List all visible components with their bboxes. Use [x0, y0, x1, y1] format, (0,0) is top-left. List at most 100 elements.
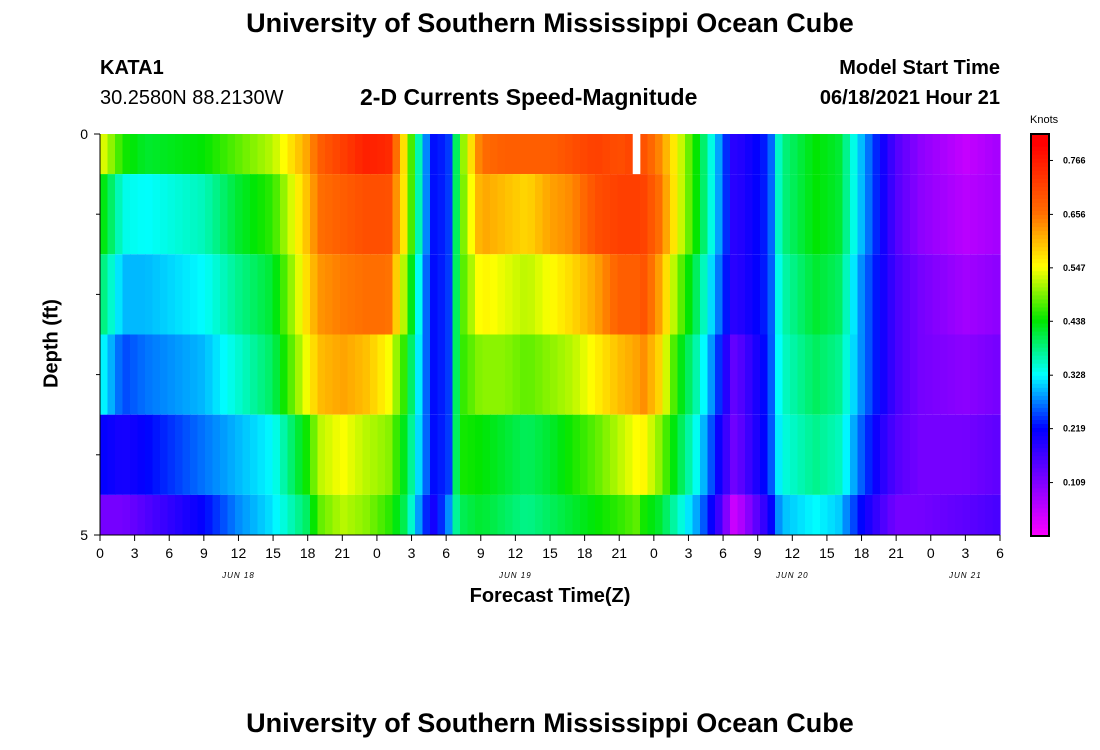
heatmap-cell	[377, 134, 386, 175]
heatmap-cell	[677, 494, 686, 535]
heatmap-cell	[902, 174, 911, 255]
x-axis-label: Forecast Time(Z)	[469, 585, 631, 607]
heatmap-cell	[437, 134, 446, 175]
heatmap-cell	[430, 494, 439, 535]
heatmap-cell	[250, 414, 259, 495]
heatmap-cell	[115, 334, 124, 415]
heatmap-cell	[542, 414, 551, 495]
colorbar-swatch	[1031, 286, 1049, 292]
heatmap-cell	[385, 134, 394, 175]
heatmap-cell	[850, 494, 859, 535]
heatmap-cell	[137, 494, 146, 535]
heatmap-cell	[265, 414, 274, 495]
heatmap-cell	[992, 174, 1001, 255]
heatmap-cell	[947, 134, 956, 175]
heatmap-cell	[152, 174, 161, 255]
missing-data-cell	[632, 134, 641, 175]
heatmap-cell	[152, 414, 161, 495]
heatmap-cell	[257, 134, 266, 175]
heatmap-cell	[985, 334, 994, 415]
heatmap-cell	[925, 174, 934, 255]
heatmap-cell	[452, 254, 461, 335]
x-tick-label: 18	[854, 545, 870, 561]
x-tick-label: 0	[927, 545, 935, 561]
heatmap-cell	[280, 174, 289, 255]
heatmap-cell	[460, 254, 469, 335]
colorbar-swatch	[1031, 218, 1049, 224]
heatmap-cell	[542, 174, 551, 255]
heatmap-cell	[977, 334, 986, 415]
colorbar-swatch	[1031, 254, 1049, 260]
heatmap-cell	[857, 174, 866, 255]
heatmap-cell	[152, 334, 161, 415]
heatmap-cell	[782, 254, 791, 335]
heatmap-cell	[685, 334, 694, 415]
colorbar-swatch	[1031, 166, 1049, 171]
heatmap-cell	[790, 134, 799, 175]
heatmap-cell	[745, 414, 754, 495]
heatmap-cell	[715, 494, 724, 535]
heatmap-cell	[407, 134, 416, 175]
heatmap-cell	[325, 174, 334, 255]
heatmap-cell	[407, 414, 416, 495]
heatmap-cell	[730, 494, 739, 535]
heatmap-cell	[340, 494, 349, 535]
heatmap-cell	[895, 174, 904, 255]
heatmap-cell	[842, 134, 851, 175]
heatmap-cell	[205, 174, 214, 255]
colorbar-frame	[1030, 133, 1050, 537]
heatmap-cell	[760, 254, 769, 335]
heatmap-cell	[557, 494, 566, 535]
heatmap-cell	[587, 494, 596, 535]
heatmap-cell	[670, 494, 679, 535]
heatmap-cell	[925, 334, 934, 415]
heatmap-cell	[752, 134, 761, 175]
heatmap-cell	[272, 334, 281, 415]
colorbar-swatch	[1031, 443, 1049, 449]
heatmap-cell	[220, 334, 229, 415]
heatmap-cell	[962, 174, 971, 255]
heatmap-cell	[475, 414, 484, 495]
heatmap-cell	[475, 174, 484, 255]
heatmap-cell	[685, 414, 694, 495]
heatmap-cell	[865, 414, 874, 495]
heatmap-cell	[542, 134, 551, 175]
heatmap-cell	[505, 494, 514, 535]
heatmap-cell	[535, 414, 544, 495]
colorbar-swatch	[1031, 326, 1049, 332]
heatmap-cell	[490, 494, 499, 535]
heatmap-cell	[745, 334, 754, 415]
colorbar-tick-label: 0.328	[1063, 370, 1086, 380]
heatmap-cell	[175, 494, 184, 535]
colorbar-swatch	[1031, 403, 1049, 408]
heatmap-cell	[610, 174, 619, 255]
heatmap-cell	[205, 254, 214, 335]
heatmap-cell	[362, 134, 371, 175]
heatmap-cell	[760, 414, 769, 495]
heatmap-cell	[955, 414, 964, 495]
heatmap-cell	[482, 494, 491, 535]
heatmap-cell	[407, 174, 416, 255]
heatmap-cell	[422, 254, 431, 335]
heatmap-cell	[647, 254, 656, 335]
heatmap-cell	[347, 134, 356, 175]
heatmap-cell	[850, 334, 859, 415]
heatmap-cell	[640, 334, 649, 415]
x-tick-label: 3	[131, 545, 139, 561]
heatmap-cell	[992, 134, 1001, 175]
heatmap-cell	[595, 174, 604, 255]
heatmap-cell	[902, 254, 911, 335]
x-tick-label: 9	[754, 545, 762, 561]
colorbar-swatch	[1031, 330, 1049, 336]
heatmap-cell	[947, 174, 956, 255]
heatmap-cell	[197, 174, 206, 255]
heatmap-cell	[895, 254, 904, 335]
heatmap-cell	[617, 174, 626, 255]
colorbar-swatch	[1031, 519, 1049, 525]
heatmap-cell	[610, 334, 619, 415]
colorbar-swatch	[1031, 134, 1049, 139]
heatmap-cell	[992, 334, 1001, 415]
heatmap-cell	[820, 254, 829, 335]
heatmap-cell	[685, 494, 694, 535]
heatmap-cell	[535, 134, 544, 175]
